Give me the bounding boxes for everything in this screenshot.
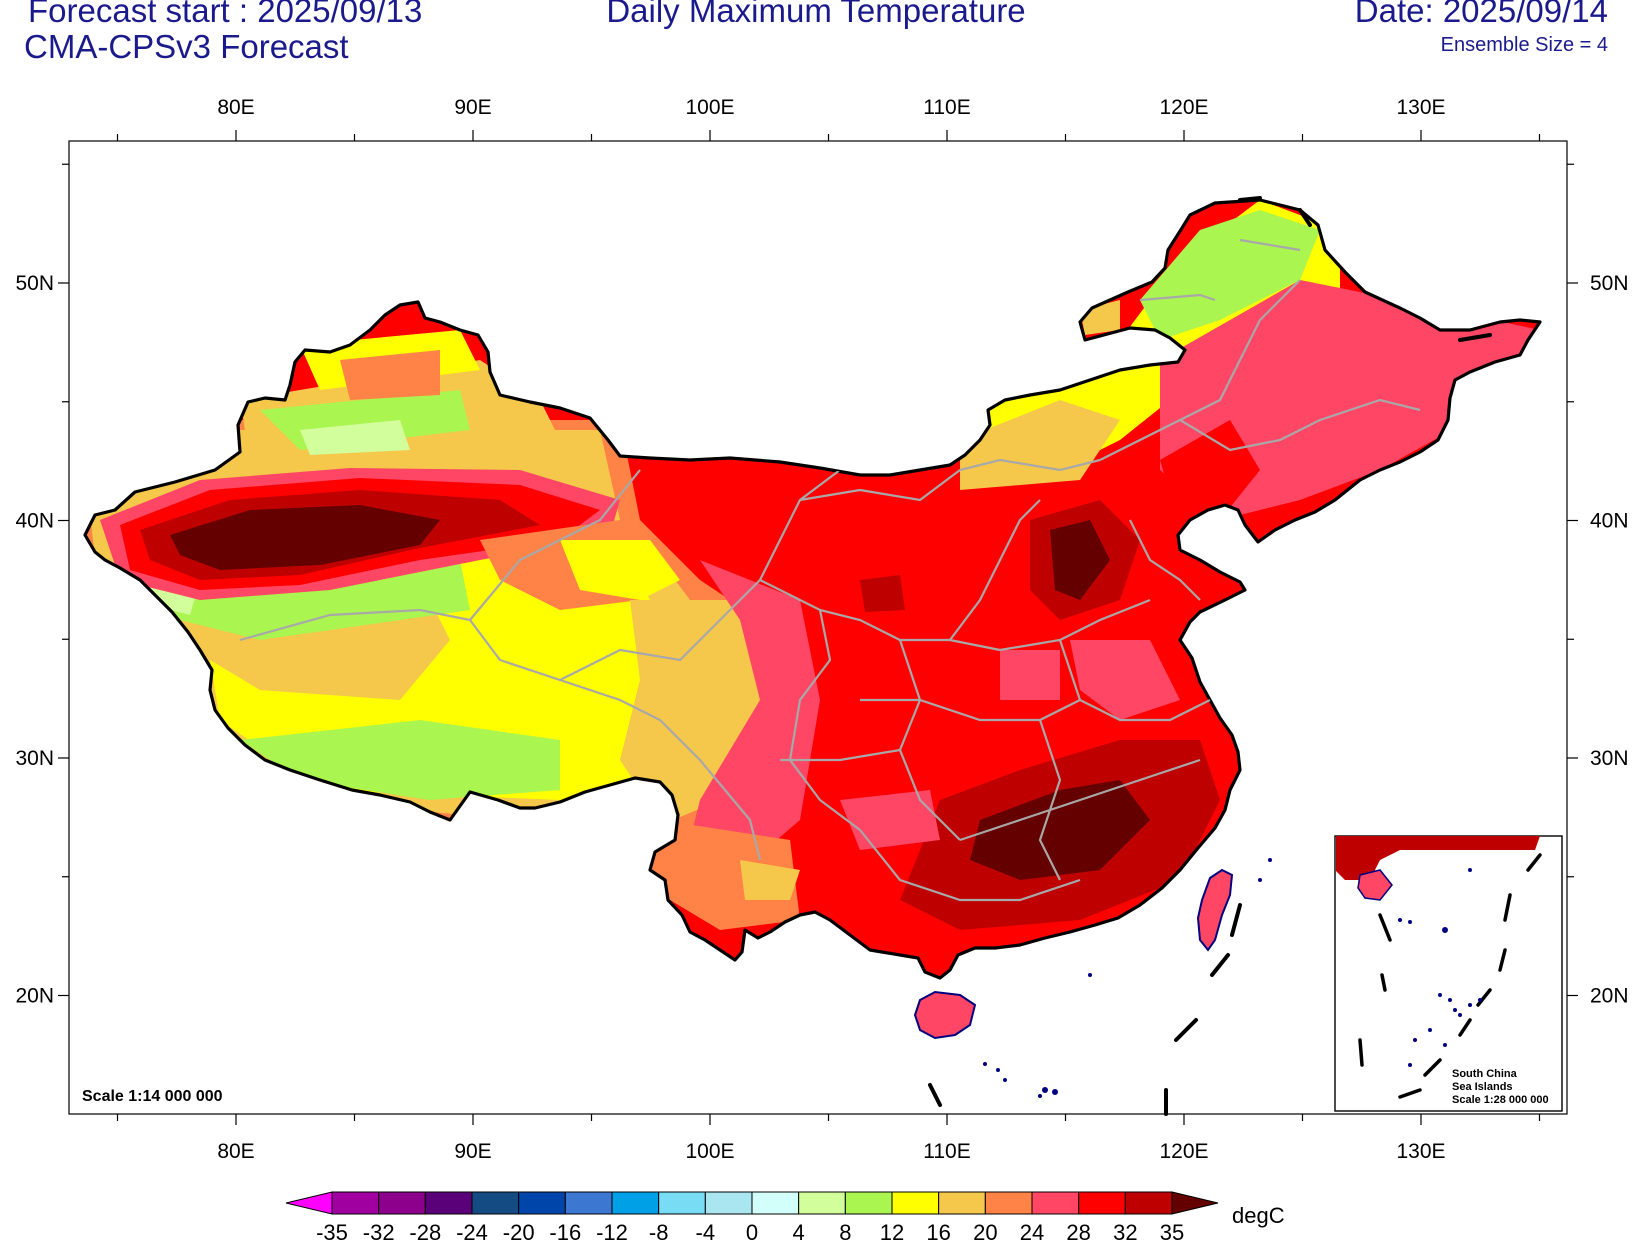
island-specks [983, 858, 1272, 1098]
colorbar-box [424, 1191, 473, 1215]
colorbar-level-label: -24 [456, 1220, 488, 1241]
colorbar-level-label: -28 [409, 1220, 441, 1241]
lon-label-top: 90E [454, 96, 491, 119]
lon-label-top: 120E [1159, 96, 1208, 119]
colorbar-box [1124, 1191, 1173, 1215]
lat-label-right: 40N [1590, 510, 1629, 533]
lat-label-left: 50N [15, 272, 54, 295]
lon-label-top: 100E [685, 96, 734, 119]
lon-label-bottom: 130E [1396, 1140, 1445, 1163]
lon-label-bottom: 80E [217, 1140, 254, 1163]
colorbar-box [798, 1191, 846, 1215]
china-border [83, 198, 1542, 980]
lon-label-bottom: 100E [685, 1140, 734, 1163]
forecast-start-label: Forecast start : 2025/09/13 [28, 0, 423, 29]
lon-label-bottom: 90E [454, 1140, 491, 1163]
colorbar-box [704, 1191, 753, 1215]
dashed-boundary [928, 196, 1492, 1116]
inset-scale-label: Scale 1:28 000 000 [1452, 1094, 1549, 1106]
colorbar-box [658, 1191, 706, 1215]
lon-label-top: 110E [923, 96, 971, 119]
lat-label-right: 30N [1590, 747, 1629, 770]
colorbar-level-label: 0 [746, 1220, 758, 1241]
colorbar-level-label: -8 [649, 1220, 669, 1241]
map-axes: 80E 80E 90E 90E 100E 100E 110E 110E 120E 120E 130E… [15, 96, 1628, 1163]
hainan-island [913, 990, 977, 1040]
colorbar-level-label: -35 [316, 1220, 348, 1241]
colorbar-box [891, 1191, 940, 1215]
colorbar-low-arrow [285, 1191, 333, 1215]
colorbar-level-label: 4 [793, 1220, 805, 1241]
colorbar-unit: degC [1232, 1203, 1285, 1228]
model-label: CMA-CPSv3 Forecast [24, 28, 349, 65]
colorbar-level-label: -20 [503, 1220, 535, 1241]
lat-label-left: 40N [15, 510, 54, 533]
inset-label-line1: South China [1452, 1068, 1518, 1080]
colorbar-level-label: 28 [1066, 1220, 1090, 1241]
lon-label-bottom: 110E [923, 1140, 971, 1163]
map-title: Daily Maximum Temperature [606, 0, 1026, 29]
colorbar-level-label: 8 [839, 1220, 851, 1241]
colorbar: -35 -32 -28 -24 -20 -16 -12 -8 -4 0 4 8 12 16 20 24 28 32… [285, 1191, 1219, 1241]
colorbar-box [844, 1191, 893, 1215]
inset-label-line2: Sea Islands [1452, 1081, 1513, 1093]
colorbar-level-label: 24 [1020, 1220, 1044, 1241]
colorbar-level-label: 32 [1113, 1220, 1137, 1241]
colorbar-level-label: 20 [973, 1220, 997, 1241]
valid-date-label: Date: 2025/09/14 [1354, 0, 1608, 29]
colorbar-level-label: 12 [880, 1220, 904, 1241]
taiwan-island [1196, 868, 1234, 952]
colorbar-box [378, 1191, 426, 1215]
colorbar-box [938, 1191, 986, 1215]
colorbar-level-label: -32 [363, 1220, 395, 1241]
colorbar-box [1031, 1191, 1080, 1215]
colorbar-level-label: -12 [596, 1220, 628, 1241]
lon-label-bottom: 120E [1159, 1140, 1208, 1163]
inset-map: South China Sea Islands Scale 1:28 000 0… [1334, 835, 1563, 1112]
colorbar-box [984, 1191, 1033, 1215]
colorbar-box [751, 1191, 800, 1215]
colorbar-level-label: -4 [696, 1220, 716, 1241]
ensemble-size-label: Ensemble Size = 4 [1440, 34, 1608, 56]
colorbar-high-arrow [1171, 1191, 1219, 1215]
lon-label-top: 130E [1396, 96, 1445, 119]
province-lines [239, 238, 1421, 902]
colorbar-box [1078, 1191, 1126, 1215]
lat-label-left: 20N [15, 985, 54, 1008]
lat-label-right: 50N [1590, 272, 1629, 295]
colorbar-box [518, 1191, 566, 1215]
colorbar-box [564, 1191, 613, 1215]
colorbar-level-label: 35 [1160, 1220, 1184, 1241]
colorbar-box [331, 1191, 380, 1215]
colorbar-box [611, 1191, 660, 1215]
lat-label-left: 30N [15, 747, 54, 770]
map-scale-label: Scale 1:14 000 000 [82, 1088, 223, 1105]
colorbar-box [471, 1191, 520, 1215]
lat-label-right: 20N [1590, 985, 1629, 1008]
colorbar-level-label: -16 [549, 1220, 581, 1241]
colorbar-level-label: 16 [926, 1220, 950, 1241]
lon-label-top: 80E [217, 96, 254, 119]
